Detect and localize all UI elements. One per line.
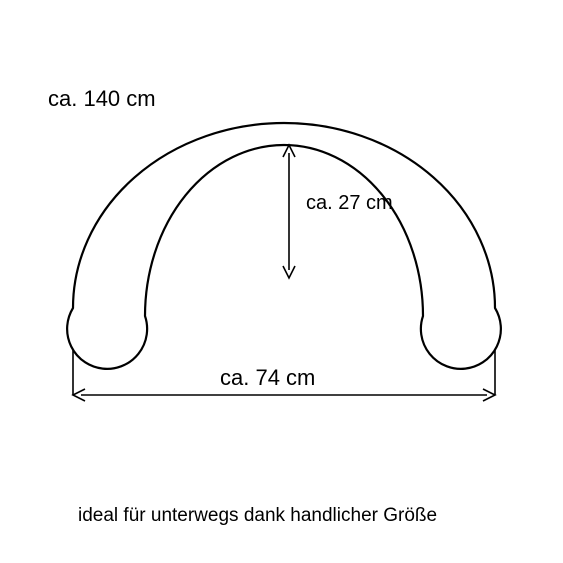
label-width: ca. 74 cm xyxy=(220,365,315,391)
pillow-diagram-svg xyxy=(0,0,563,563)
label-circumference: ca. 140 cm xyxy=(48,86,156,112)
caption: ideal für unterwegs dank handlicher Größ… xyxy=(78,505,437,527)
label-height: ca. 27 cm xyxy=(306,192,393,215)
diagram-stage: ca. 140 cm ca. 27 cm ca. 74 cm ideal für… xyxy=(0,0,563,563)
pillow-outline xyxy=(67,123,501,369)
